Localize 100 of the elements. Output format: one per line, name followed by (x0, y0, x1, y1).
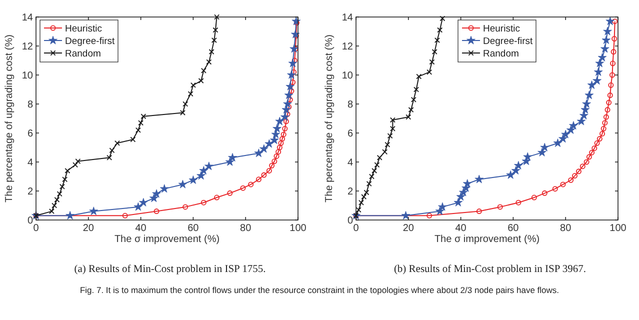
point (603, 26, 612, 36)
point (292, 58, 298, 64)
point (227, 190, 233, 196)
point (178, 180, 188, 188)
point (454, 198, 463, 206)
y-axis-title: The percentage of upgrading cost (%) (324, 34, 335, 202)
point (606, 100, 612, 106)
point (474, 174, 484, 184)
point (264, 139, 274, 148)
point (274, 153, 280, 159)
point (476, 208, 482, 214)
point (552, 186, 558, 192)
text: (b) Results of Min-Cost problem in ISP 3967. (394, 264, 586, 275)
x-tick-label: 80 (560, 223, 572, 234)
point (149, 194, 158, 202)
point (188, 176, 198, 184)
x-tick-label: 20 (82, 223, 94, 234)
point (584, 159, 590, 165)
point (584, 90, 594, 100)
point (572, 173, 578, 179)
point (282, 126, 288, 132)
point (609, 72, 615, 78)
point (288, 58, 298, 68)
point (200, 200, 206, 206)
point (569, 121, 578, 130)
point (602, 120, 608, 126)
point (248, 182, 254, 188)
y-tick-label: 0 (347, 216, 354, 226)
point (596, 136, 602, 142)
point (182, 204, 188, 210)
y-tick-label: 10 (342, 70, 354, 82)
point (610, 60, 616, 66)
point (287, 70, 296, 79)
point (269, 162, 275, 168)
point (199, 166, 208, 174)
point (612, 36, 618, 42)
point (462, 179, 472, 188)
point (287, 96, 293, 102)
point (276, 144, 282, 150)
point (280, 132, 286, 138)
point (506, 170, 515, 179)
y-tick-label: 4 (27, 158, 34, 168)
point (580, 164, 586, 170)
point (610, 49, 616, 55)
y-tick-label: 10 (22, 70, 34, 82)
point (516, 200, 522, 206)
x-tick-label: 60 (188, 223, 200, 234)
point (607, 92, 613, 98)
point (278, 140, 284, 146)
point (511, 166, 520, 174)
y-tick-label: 8 (347, 100, 354, 110)
point (260, 144, 268, 153)
point (275, 116, 284, 126)
y-tick-label: 4 (347, 158, 354, 168)
point (540, 142, 550, 152)
point (606, 16, 615, 26)
point (589, 150, 595, 156)
legend-label: Degree-first (483, 36, 533, 47)
point (272, 158, 278, 164)
point (598, 52, 607, 62)
point (604, 107, 610, 113)
y-tick-label: 2 (347, 186, 354, 198)
point (214, 194, 220, 200)
point (276, 149, 282, 155)
point (134, 202, 143, 211)
point (290, 30, 300, 38)
x-axis-title: The σ improvement (%) (434, 234, 540, 245)
y-tick-label: 0 (27, 216, 34, 226)
y-tick-label: 14 (22, 12, 34, 24)
point (553, 138, 562, 147)
point (204, 162, 214, 170)
point (288, 88, 294, 94)
y-tick-label: 6 (347, 128, 354, 140)
point (608, 82, 614, 88)
x-tick-label: 60 (508, 223, 520, 234)
point (576, 168, 582, 174)
point (280, 112, 290, 121)
legend-label: Heuristic (483, 24, 520, 34)
point (612, 18, 618, 24)
point (523, 152, 532, 161)
point (595, 58, 604, 68)
x-tick-label: 80 (240, 223, 252, 234)
point (401, 211, 410, 220)
point (66, 211, 74, 220)
legend-label: Degree-first (65, 36, 115, 47)
legend-label: Random (65, 48, 101, 60)
y-tick-label: 6 (27, 128, 34, 140)
point (292, 16, 301, 26)
point (459, 188, 468, 196)
point (160, 184, 169, 193)
point (568, 177, 574, 183)
point (266, 168, 272, 174)
point (602, 36, 611, 44)
point (152, 189, 161, 198)
point (225, 157, 234, 166)
point (240, 185, 246, 191)
point (254, 148, 264, 158)
point (592, 76, 602, 85)
point (600, 130, 606, 136)
point (582, 99, 591, 108)
